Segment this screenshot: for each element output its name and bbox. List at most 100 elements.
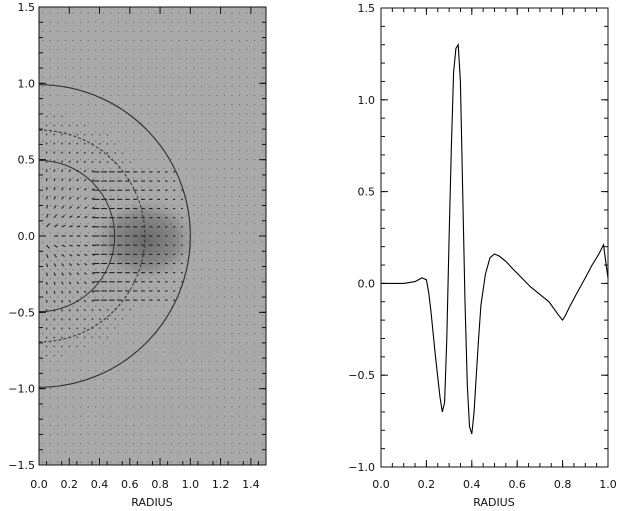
grid-dot — [140, 159, 142, 161]
grid-dot — [72, 232, 74, 234]
grid-dot — [133, 177, 135, 179]
grid-dot — [201, 195, 203, 197]
grid-dot — [125, 452, 127, 454]
grid-dot — [117, 223, 119, 225]
grid-dot — [117, 177, 119, 179]
grid-dot — [216, 287, 218, 289]
grid-dot — [95, 58, 97, 60]
grid-dot — [57, 369, 59, 371]
grid-dot — [246, 204, 248, 207]
grid-dot — [148, 397, 150, 399]
grid-dot — [49, 287, 51, 289]
grid-dot — [155, 195, 157, 197]
grid-dot — [238, 223, 241, 225]
grid-dot — [42, 305, 44, 307]
vector-arrow — [61, 196, 64, 200]
grid-dot — [110, 232, 112, 234]
vector-arrow — [53, 187, 56, 191]
grid-dot — [254, 461, 256, 463]
grid-dot — [110, 113, 112, 115]
grid-dot — [64, 241, 67, 243]
grid-dot — [95, 378, 97, 381]
grid-dot — [117, 360, 119, 362]
grid-dot — [170, 314, 172, 316]
grid-dot — [216, 452, 218, 454]
grid-dot — [178, 131, 180, 133]
grid-dot — [125, 12, 127, 14]
grid-dot — [148, 406, 150, 408]
grid-dot — [193, 323, 195, 326]
grid-dot — [170, 452, 172, 454]
grid-dot — [208, 195, 210, 197]
grid-dot — [117, 278, 119, 280]
grid-dot — [238, 360, 241, 362]
grid-dot — [186, 12, 188, 14]
grid-dot — [216, 140, 218, 142]
grid-dot — [170, 67, 172, 69]
grid-dot — [254, 204, 256, 207]
grid-dot — [216, 305, 218, 307]
grid-dot — [216, 424, 218, 426]
grid-dot — [148, 40, 150, 42]
grid-dot — [125, 250, 127, 252]
grid-dot — [170, 12, 172, 14]
vector-arrow — [76, 215, 81, 219]
grid-dot — [216, 250, 218, 252]
grid-dot — [193, 223, 195, 225]
grid-dot — [201, 21, 203, 23]
grid-dot — [133, 122, 135, 124]
grid-dot — [246, 443, 248, 445]
grid-dot — [223, 314, 225, 316]
vector-arrow — [46, 281, 48, 286]
grid-dot — [186, 131, 188, 133]
grid-dot — [110, 461, 112, 463]
grid-dot — [49, 415, 51, 417]
grid-dot — [193, 278, 195, 280]
vector-arrow — [91, 318, 94, 321]
grid-dot — [254, 104, 256, 106]
grid-dot — [238, 232, 241, 234]
grid-dot — [193, 214, 195, 216]
grid-dot — [223, 397, 225, 399]
grid-dot — [163, 360, 165, 362]
grid-dot — [57, 122, 59, 124]
grid-dot — [42, 269, 44, 271]
grid-dot — [261, 122, 263, 124]
grid-dot — [178, 21, 180, 23]
vector-arrow — [114, 318, 116, 320]
grid-dot — [254, 323, 256, 326]
grid-dot — [201, 104, 203, 106]
grid-dot — [186, 378, 188, 381]
grid-dot — [110, 49, 112, 51]
grid-dot — [87, 388, 89, 390]
grid-dot — [231, 131, 233, 133]
grid-dot — [223, 461, 225, 463]
grid-dot — [110, 195, 112, 197]
grid-dot — [80, 149, 82, 152]
grid-dot — [80, 204, 82, 207]
vector-arrow — [76, 253, 81, 257]
grid-dot — [186, 424, 188, 426]
grid-dot — [80, 360, 82, 362]
grid-dot — [163, 287, 165, 289]
vector-arrow — [99, 152, 101, 154]
grid-dot — [178, 186, 180, 188]
grid-dot — [133, 296, 135, 298]
grid-dot — [87, 250, 89, 252]
grid-dot — [95, 397, 97, 399]
vector-arrow — [53, 169, 56, 173]
grid-dot — [170, 122, 172, 124]
grid-dot — [125, 406, 127, 408]
grid-dot — [133, 21, 135, 23]
grid-dot — [80, 461, 82, 463]
grid-dot — [246, 140, 248, 142]
vector-arrow — [91, 188, 95, 191]
grid-dot — [155, 49, 157, 51]
grid-dot — [216, 259, 218, 261]
grid-dot — [178, 269, 180, 271]
grid-dot — [133, 12, 135, 14]
grid-dot — [57, 287, 59, 289]
grid-dot — [178, 232, 180, 234]
grid-dot — [208, 278, 210, 280]
